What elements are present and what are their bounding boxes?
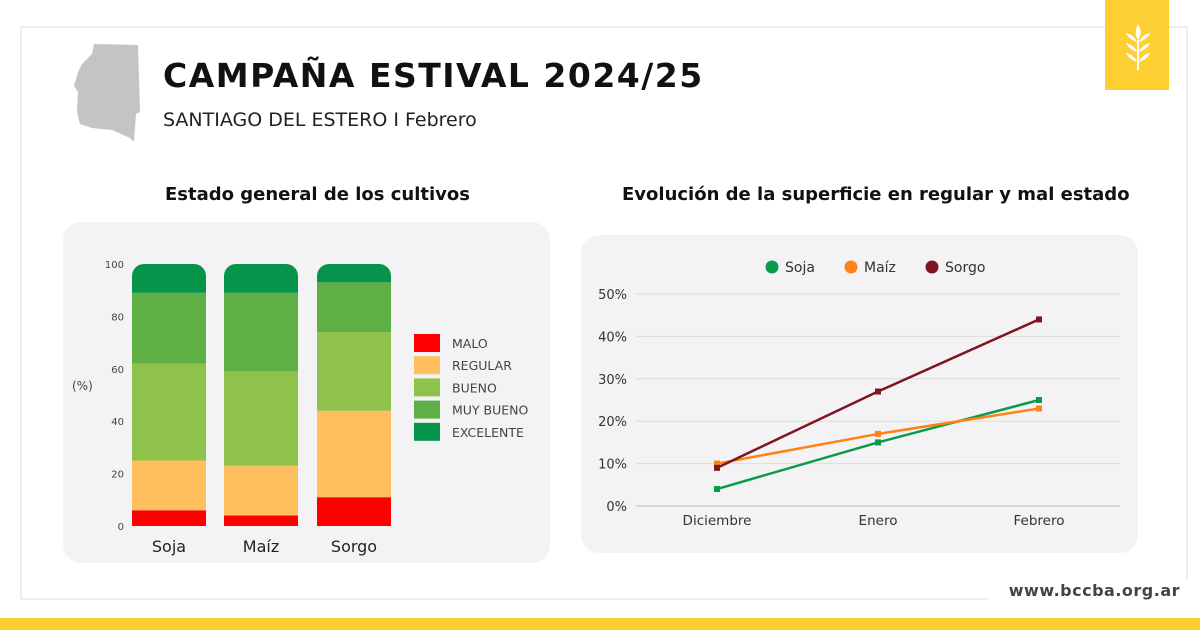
province-map-icon [74, 44, 140, 142]
y-tick-label: 10% [598, 458, 627, 473]
bar-segment-excelente [224, 264, 298, 293]
legend-marker [925, 260, 939, 274]
bar-segment-bueno [132, 363, 206, 461]
y-tick-label: 20 [111, 470, 124, 481]
x-category-label: Febrero [1014, 513, 1065, 529]
y-tick-label: 0 [118, 522, 124, 533]
data-point [714, 464, 720, 471]
bar-segment-bueno [317, 332, 391, 411]
page-title: CAMPAÑA ESTIVAL 2024/25 [163, 56, 704, 95]
y-tick-label: 40 [111, 417, 124, 428]
bar-y-axis-label: (%) [72, 379, 93, 393]
legend-swatch [414, 400, 440, 419]
bar-segment-malo [224, 515, 298, 526]
line-chart-title: Evolución de la superficie en regular y … [622, 184, 1130, 205]
bar-segment-excelente [317, 264, 391, 283]
x-category-label: Maíz [243, 537, 279, 556]
data-point [1036, 397, 1042, 403]
y-tick-label: 20% [598, 415, 627, 430]
logo-badge [1105, 0, 1169, 90]
data-point [714, 486, 720, 493]
bar-segment-muy-bueno [132, 292, 206, 364]
bottom-accent-bar [0, 618, 1200, 630]
legend-label: EXCELENTE [452, 425, 524, 440]
y-tick-label: 100 [105, 260, 124, 271]
legend-label: Maíz [864, 260, 896, 276]
data-point [1036, 316, 1042, 323]
legend-swatch [414, 378, 440, 397]
legend-swatch [414, 334, 440, 352]
legend-label: MUY BUENO [452, 403, 529, 418]
y-tick-label: 40% [598, 330, 627, 345]
legend-label: MALO [452, 336, 488, 351]
footer-url[interactable]: www.bccba.org.ar [1008, 581, 1180, 600]
legend-label: BUENO [452, 380, 497, 395]
data-point [875, 388, 881, 395]
legend-marker [844, 260, 858, 274]
x-category-label: Soja [152, 537, 186, 556]
y-tick-label: 0% [606, 500, 627, 515]
bar-segment-regular [317, 410, 391, 498]
legend-swatch [414, 422, 440, 441]
y-tick-label: 60 [111, 365, 124, 376]
data-point [875, 439, 881, 446]
legend-label: Sorgo [945, 260, 985, 276]
legend-label: Soja [785, 260, 815, 276]
data-point [714, 460, 720, 467]
legend-label: REGULAR [452, 358, 512, 373]
bar-segment-bueno [224, 371, 298, 466]
y-tick-label: 80 [111, 312, 124, 323]
page-subtitle: SANTIAGO DEL ESTERO I Febrero [163, 109, 477, 131]
bar-segment-excelente [132, 264, 206, 293]
bar-segment-muy-bueno [317, 282, 391, 333]
x-category-label: Diciembre [683, 513, 752, 529]
y-tick-label: 30% [598, 373, 627, 388]
line-chart-panel [581, 235, 1138, 553]
bar-segment-malo [317, 497, 391, 526]
x-category-label: Enero [859, 513, 898, 529]
bar-chart-title: Estado general de los cultivos [165, 184, 470, 205]
y-tick-label: 50% [598, 288, 627, 303]
legend-swatch [414, 356, 440, 375]
bar-segment-regular [132, 460, 206, 511]
bar-segment-malo [132, 510, 206, 526]
x-category-label: Sorgo [331, 537, 377, 556]
card-frame [20, 26, 1188, 600]
legend-marker [765, 260, 779, 274]
data-point [875, 430, 881, 437]
wheat-icon [1126, 24, 1150, 70]
bar-segment-muy-bueno [224, 292, 298, 372]
data-point [1036, 405, 1042, 412]
bar-segment-regular [224, 465, 298, 516]
